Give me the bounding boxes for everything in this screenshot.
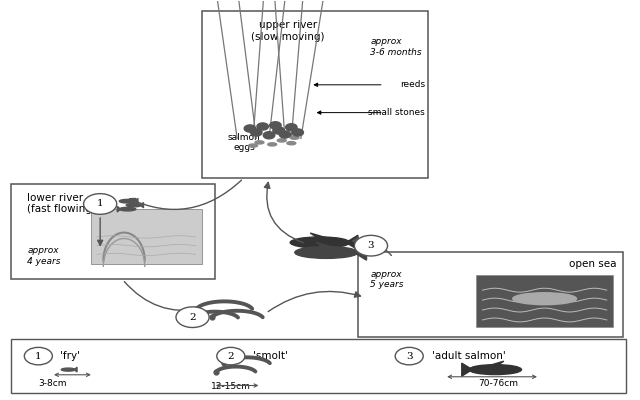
Polygon shape <box>490 361 504 365</box>
Text: 'smolt': 'smolt' <box>253 351 288 361</box>
FancyBboxPatch shape <box>202 11 428 178</box>
Circle shape <box>84 194 116 214</box>
Text: 3: 3 <box>406 352 413 361</box>
Circle shape <box>263 132 275 139</box>
Circle shape <box>279 131 291 138</box>
Text: reeds: reeds <box>400 80 425 89</box>
FancyBboxPatch shape <box>358 252 623 337</box>
Ellipse shape <box>513 293 577 305</box>
Text: lower river
(fast flowing): lower river (fast flowing) <box>27 193 96 214</box>
Ellipse shape <box>255 141 264 144</box>
Ellipse shape <box>119 199 136 203</box>
Ellipse shape <box>119 207 136 211</box>
Text: 70-76cm: 70-76cm <box>479 379 518 388</box>
Text: 3: 3 <box>367 241 374 250</box>
Polygon shape <box>316 242 332 247</box>
FancyBboxPatch shape <box>91 209 202 264</box>
Ellipse shape <box>268 143 276 146</box>
Circle shape <box>24 347 52 365</box>
Ellipse shape <box>290 136 299 139</box>
Text: open sea: open sea <box>569 259 616 269</box>
Ellipse shape <box>469 365 522 374</box>
Text: 2: 2 <box>227 352 234 361</box>
Circle shape <box>269 122 281 129</box>
Text: 'fry': 'fry' <box>60 351 80 361</box>
Ellipse shape <box>295 246 358 258</box>
Text: 12-15cm: 12-15cm <box>211 382 251 391</box>
Ellipse shape <box>61 368 76 371</box>
Ellipse shape <box>277 139 286 142</box>
Circle shape <box>395 347 423 365</box>
Text: small stones: small stones <box>369 108 425 117</box>
Text: 1: 1 <box>97 200 104 208</box>
Text: 3-8cm: 3-8cm <box>38 379 67 388</box>
Ellipse shape <box>126 204 141 207</box>
Polygon shape <box>346 235 358 250</box>
Ellipse shape <box>287 142 296 145</box>
FancyBboxPatch shape <box>11 184 215 280</box>
FancyBboxPatch shape <box>11 339 626 393</box>
Polygon shape <box>140 202 143 208</box>
Polygon shape <box>354 245 367 260</box>
Polygon shape <box>462 363 472 376</box>
Text: salmon
eggs: salmon eggs <box>228 133 260 152</box>
Text: 1: 1 <box>35 352 42 361</box>
Text: upper river
(slow moving): upper river (slow moving) <box>252 20 325 42</box>
Polygon shape <box>117 206 120 212</box>
Ellipse shape <box>290 237 350 248</box>
Circle shape <box>355 235 388 256</box>
Circle shape <box>250 129 262 136</box>
Circle shape <box>257 123 268 130</box>
Text: approx
4 years: approx 4 years <box>27 246 60 266</box>
Circle shape <box>244 125 255 132</box>
Polygon shape <box>134 198 138 204</box>
Polygon shape <box>310 233 325 238</box>
Circle shape <box>217 347 245 365</box>
Circle shape <box>292 129 303 136</box>
FancyBboxPatch shape <box>476 276 613 327</box>
Circle shape <box>285 124 297 131</box>
Circle shape <box>273 127 284 134</box>
Polygon shape <box>74 367 77 372</box>
Text: 2: 2 <box>189 313 196 322</box>
Circle shape <box>176 307 209 328</box>
Ellipse shape <box>248 144 257 147</box>
Text: approx
3-6 months: approx 3-6 months <box>371 37 422 56</box>
Text: 'adult salmon': 'adult salmon' <box>431 351 505 361</box>
Text: approx
5 years: approx 5 years <box>370 270 403 289</box>
